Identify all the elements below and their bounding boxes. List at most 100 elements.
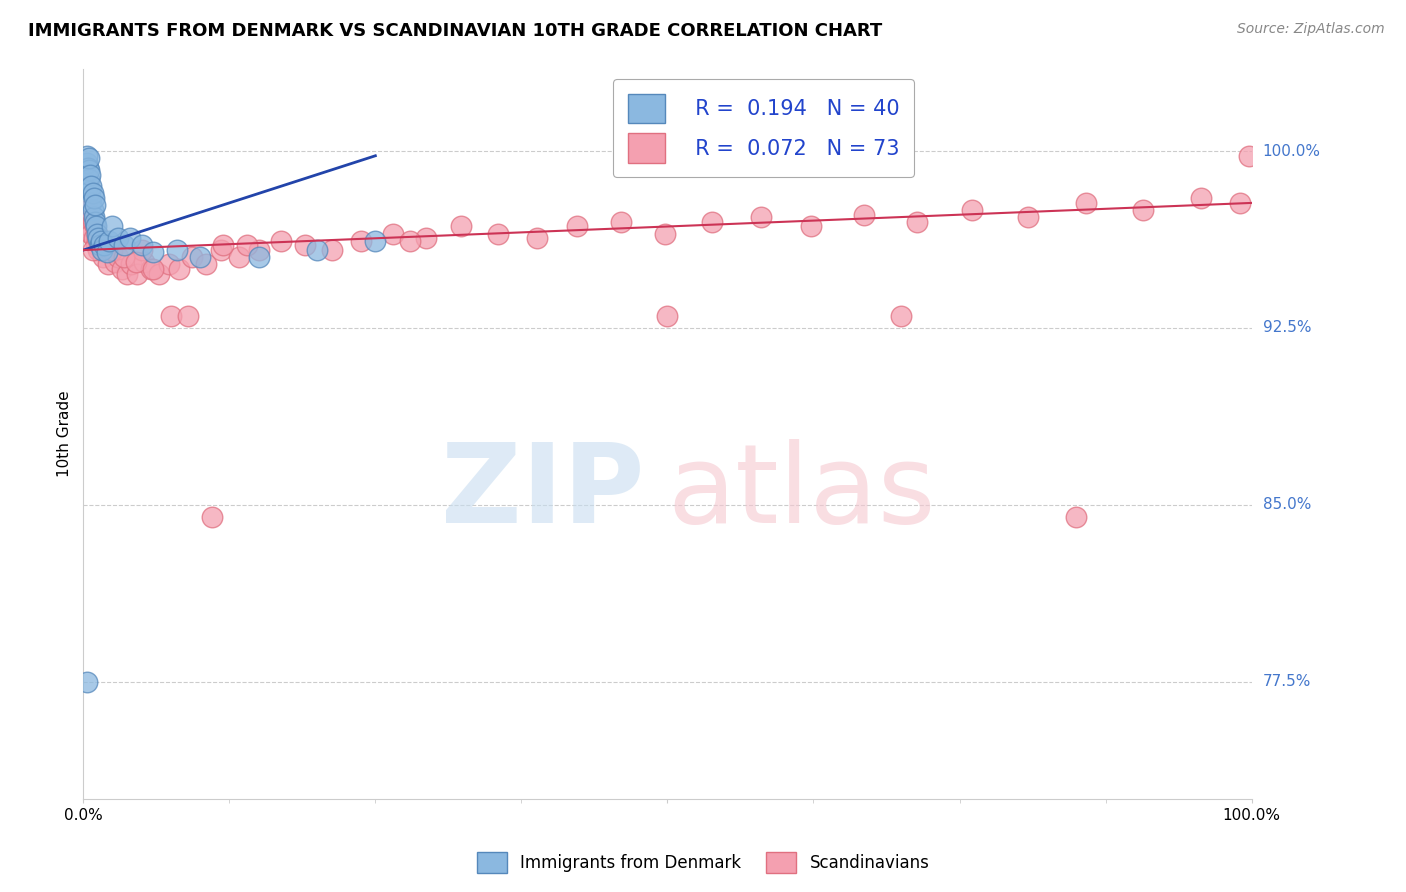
Point (350, 234, 373, 248)
Point (567, 219, 589, 234)
Point (90, 234, 112, 248)
Point (101, 219, 124, 234)
Point (77, 172, 100, 186)
Point (82, 243, 104, 257)
Point (907, 215, 929, 229)
Point (381, 227, 404, 241)
Point (305, 243, 328, 257)
Text: IMMIGRANTS FROM DENMARK VS SCANDINAVIAN 10TH GRADE CORRELATION CHART: IMMIGRANTS FROM DENMARK VS SCANDINAVIAN … (28, 22, 883, 40)
Point (890, 309, 912, 323)
Point (209, 243, 232, 257)
Point (1066, 509, 1088, 524)
Point (700, 215, 723, 229)
Point (91, 250, 114, 264)
Point (800, 219, 823, 234)
Legend: Immigrants from Denmark, Scandinavians: Immigrants from Denmark, Scandinavians (470, 846, 936, 880)
Point (107, 231, 129, 245)
Point (87, 231, 110, 245)
Point (654, 227, 676, 241)
Point (84, 219, 107, 234)
Point (101, 243, 124, 257)
Point (93, 238, 115, 252)
Point (87, 243, 110, 257)
Point (84, 198, 107, 212)
Point (80, 179, 103, 194)
Point (270, 234, 292, 248)
Point (167, 261, 190, 276)
Point (76, 156, 98, 170)
Text: 85.0%: 85.0% (1263, 497, 1310, 512)
Point (86, 227, 108, 241)
Point (89, 238, 111, 252)
Point (83, 191, 105, 205)
Point (97, 257, 120, 271)
Point (1074, 195, 1097, 210)
Point (112, 250, 135, 264)
Text: 77.5%: 77.5% (1263, 674, 1310, 689)
Point (177, 309, 200, 323)
Point (157, 257, 180, 271)
Point (657, 309, 679, 323)
Point (148, 267, 170, 281)
Point (139, 261, 162, 276)
Point (84, 238, 107, 252)
Point (82, 215, 104, 229)
Point (247, 250, 270, 264)
Point (111, 261, 134, 276)
Point (294, 238, 316, 252)
Point (75, 168, 97, 182)
Point (79, 184, 101, 198)
Point (399, 234, 422, 248)
Point (321, 243, 343, 257)
Point (86, 231, 108, 245)
Point (86, 227, 108, 241)
Point (1229, 195, 1251, 210)
Point (526, 231, 548, 245)
Point (115, 267, 138, 281)
Point (415, 231, 437, 245)
Text: 92.5%: 92.5% (1263, 320, 1312, 335)
Point (201, 509, 224, 524)
Point (98, 234, 121, 248)
Point (1017, 210, 1039, 224)
Point (79, 168, 101, 182)
Point (142, 261, 165, 276)
Point (142, 245, 165, 260)
Point (132, 255, 155, 269)
Point (90, 234, 112, 248)
Text: atlas: atlas (668, 439, 936, 546)
Point (125, 267, 148, 281)
Point (120, 257, 142, 271)
Point (188, 250, 211, 264)
Point (247, 243, 270, 257)
Text: 100.0%: 100.0% (1263, 144, 1320, 159)
Point (1189, 191, 1212, 205)
Point (77, 179, 100, 194)
Point (749, 210, 772, 224)
Point (131, 238, 153, 252)
Point (212, 238, 235, 252)
Point (107, 250, 129, 264)
Point (1132, 202, 1154, 217)
Point (236, 238, 259, 252)
Point (77, 161, 100, 175)
Y-axis label: 10th Grade: 10th Grade (58, 391, 72, 477)
Point (364, 234, 387, 248)
Point (76, 210, 98, 224)
Point (83, 210, 105, 224)
Point (118, 231, 141, 245)
Point (450, 219, 472, 234)
Point (79, 208, 101, 222)
Point (80, 195, 103, 210)
Point (131, 243, 153, 257)
Point (125, 255, 148, 269)
Point (93, 238, 115, 252)
Point (104, 255, 127, 269)
Point (77, 162, 100, 177)
Legend:   R =  0.194   N = 40,   R =  0.072   N = 73: R = 0.194 N = 40, R = 0.072 N = 73 (613, 78, 914, 178)
Point (831, 149, 853, 163)
Point (80, 227, 103, 241)
Point (486, 227, 509, 241)
Point (1239, 149, 1261, 163)
Point (76, 149, 98, 163)
